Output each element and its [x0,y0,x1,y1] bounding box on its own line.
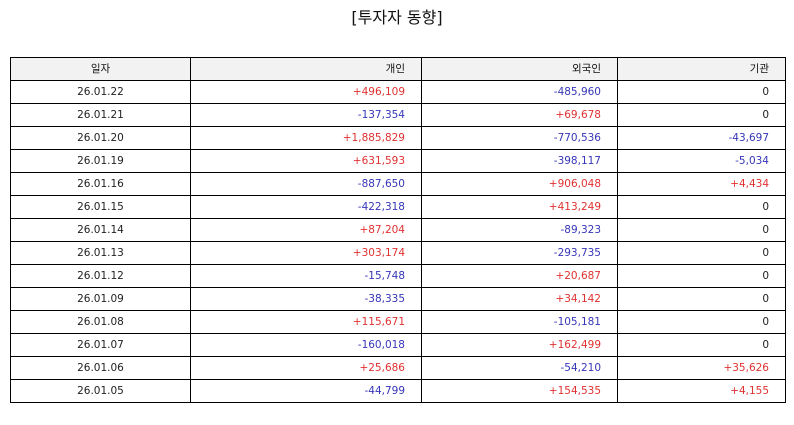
investor-trend-table: 일자 개인 외국인 기관 26.01.22 +496,109 -485,960 0 26… [10,57,786,403]
cell-foreign: -105,181 [421,310,618,334]
cell-individual: +87,204 [190,218,422,242]
cell-foreign: +154,535 [421,379,618,403]
table-row: 26.01.08 +115,671 -105,181 0 [10,310,786,334]
cell-institution: +4,434 [617,172,786,196]
cell-institution: +4,155 [617,379,786,403]
cell-individual: +631,593 [190,149,422,173]
cell-foreign: +20,687 [421,264,618,288]
cell-date: 26.01.06 [10,356,191,380]
cell-foreign: +69,678 [421,103,618,127]
cell-institution: 0 [617,195,786,219]
cell-foreign: +162,499 [421,333,618,357]
cell-individual: +303,174 [190,241,422,265]
cell-foreign: +413,249 [421,195,618,219]
cell-institution: 0 [617,333,786,357]
table-row: 26.01.09 -38,335 +34,142 0 [10,287,786,311]
column-header-institution: 기관 [617,57,786,81]
cell-individual: -44,799 [190,379,422,403]
cell-institution: 0 [617,80,786,104]
cell-foreign: -770,536 [421,126,618,150]
table-row: 26.01.12 -15,748 +20,687 0 [10,264,786,288]
cell-individual: -422,318 [190,195,422,219]
table-row: 26.01.13 +303,174 -293,735 0 [10,241,786,265]
cell-date: 26.01.21 [10,103,191,127]
table-row: 26.01.20 +1,885,829 -770,536 -43,697 [10,126,786,150]
table-row: 26.01.16 -887,650 +906,048 +4,434 [10,172,786,196]
cell-institution: +35,626 [617,356,786,380]
table-row: 26.01.14 +87,204 -89,323 0 [10,218,786,242]
cell-date: 26.01.07 [10,333,191,357]
column-header-individual: 개인 [190,57,422,81]
table-row: 26.01.15 -422,318 +413,249 0 [10,195,786,219]
cell-individual: -160,018 [190,333,422,357]
cell-date: 26.01.12 [10,264,191,288]
cell-institution: -5,034 [617,149,786,173]
table-row: 26.01.07 -160,018 +162,499 0 [10,333,786,357]
cell-foreign: +906,048 [421,172,618,196]
cell-foreign: -398,117 [421,149,618,173]
table-header-row: 일자 개인 외국인 기관 [10,57,786,81]
cell-foreign: -485,960 [421,80,618,104]
cell-foreign: -293,735 [421,241,618,265]
cell-individual: -38,335 [190,287,422,311]
cell-date: 26.01.09 [10,287,191,311]
cell-date: 26.01.20 [10,126,191,150]
table-row: 26.01.19 +631,593 -398,117 -5,034 [10,149,786,173]
column-header-date: 일자 [10,57,191,81]
cell-individual: +115,671 [190,310,422,334]
cell-date: 26.01.05 [10,379,191,403]
cell-individual: -887,650 [190,172,422,196]
cell-institution: -43,697 [617,126,786,150]
cell-foreign: +34,142 [421,287,618,311]
cell-date: 26.01.22 [10,80,191,104]
cell-individual: +496,109 [190,80,422,104]
cell-foreign: -54,210 [421,356,618,380]
table-body: 26.01.22 +496,109 -485,960 0 26.01.21 -137,35… [10,80,786,403]
cell-institution: 0 [617,287,786,311]
cell-individual: +1,885,829 [190,126,422,150]
cell-date: 26.01.19 [10,149,191,173]
cell-foreign: -89,323 [421,218,618,242]
cell-date: 26.01.16 [10,172,191,196]
table-row: 26.01.22 +496,109 -485,960 0 [10,80,786,104]
table-row: 26.01.06 +25,686 -54,210 +35,626 [10,356,786,380]
cell-institution: 0 [617,241,786,265]
cell-institution: 0 [617,310,786,334]
cell-individual: -15,748 [190,264,422,288]
table-row: 26.01.05 -44,799 +154,535 +4,155 [10,379,786,403]
cell-institution: 0 [617,103,786,127]
cell-institution: 0 [617,218,786,242]
cell-date: 26.01.15 [10,195,191,219]
cell-date: 26.01.13 [10,241,191,265]
page-title: [투자자 동향] [351,8,443,27]
cell-individual: +25,686 [190,356,422,380]
cell-individual: -137,354 [190,103,422,127]
cell-date: 26.01.14 [10,218,191,242]
column-header-foreign: 외국인 [421,57,618,81]
cell-date: 26.01.08 [10,310,191,334]
cell-institution: 0 [617,264,786,288]
table-row: 26.01.21 -137,354 +69,678 0 [10,103,786,127]
